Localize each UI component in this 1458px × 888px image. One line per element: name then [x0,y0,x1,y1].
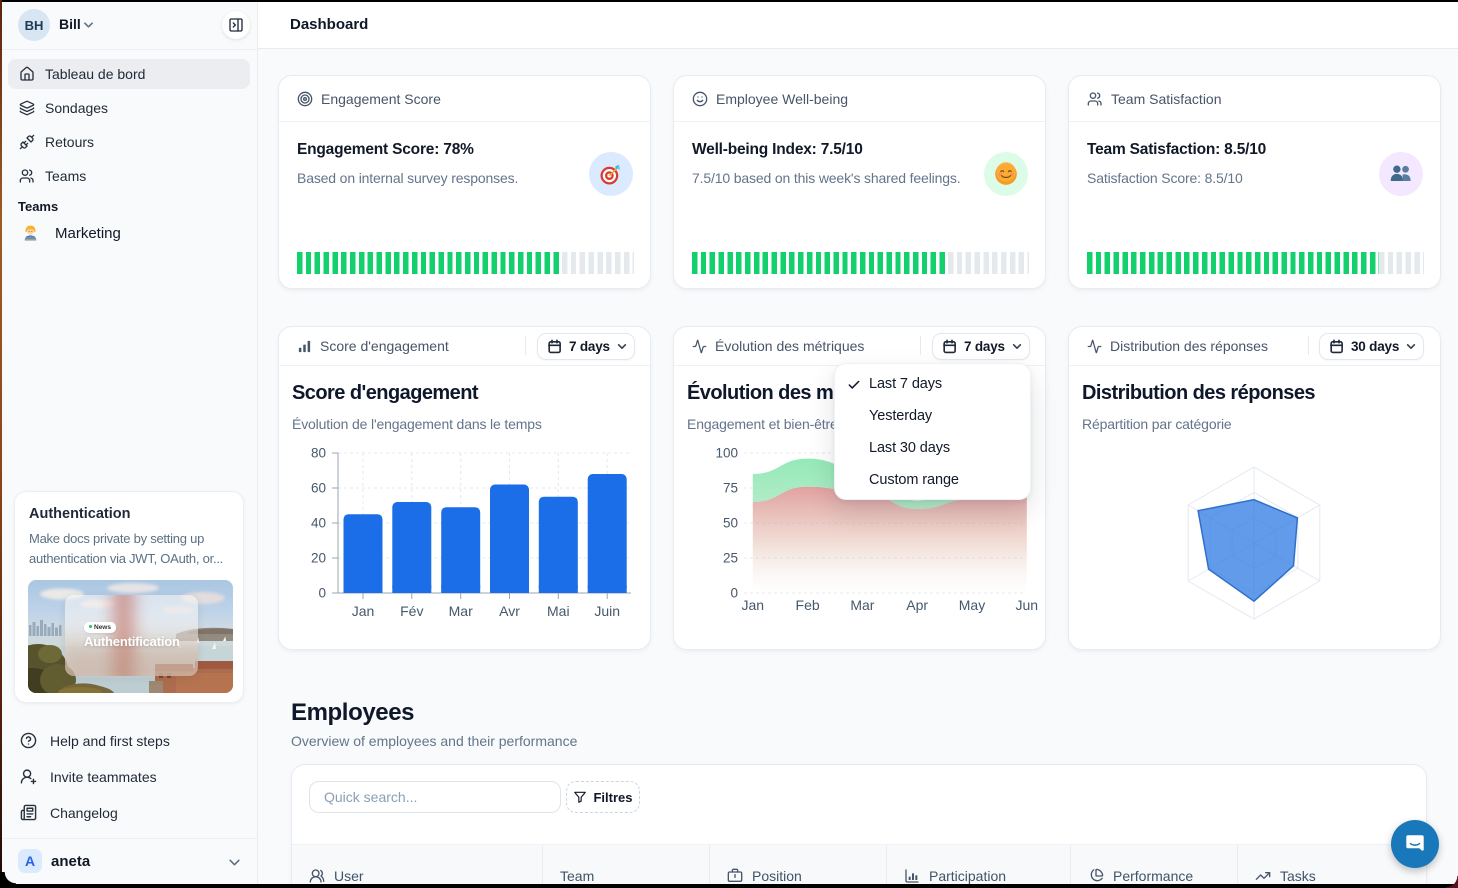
svg-text:100: 100 [715,446,738,461]
svg-text:75: 75 [723,481,738,496]
svg-text:Jan: Jan [352,603,375,619]
svg-text:60: 60 [311,481,326,496]
svg-text:Feb: Feb [796,597,820,613]
svg-text:Mar: Mar [850,597,874,613]
svg-text:0: 0 [318,586,326,601]
svg-text:Fév: Fév [400,603,423,619]
svg-text:40: 40 [311,516,326,531]
svg-text:Avr: Avr [499,603,520,619]
svg-text:80: 80 [311,446,326,461]
svg-text:Jun: Jun [1016,597,1039,613]
svg-text:Jan: Jan [742,597,765,613]
svg-text:25: 25 [723,551,738,566]
svg-text:50: 50 [723,516,738,531]
svg-text:20: 20 [311,551,326,566]
svg-text:0: 0 [730,586,738,601]
svg-text:Mar: Mar [449,603,473,619]
svg-text:Mai: Mai [547,603,570,619]
svg-text:Juin: Juin [594,603,620,619]
svg-text:May: May [959,597,985,613]
svg-text:Apr: Apr [906,597,928,613]
